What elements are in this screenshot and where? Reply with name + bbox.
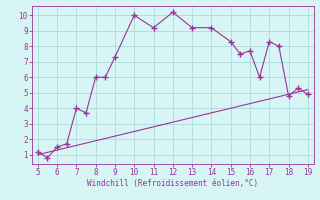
X-axis label: Windchill (Refroidissement éolien,°C): Windchill (Refroidissement éolien,°C) [87,179,258,188]
